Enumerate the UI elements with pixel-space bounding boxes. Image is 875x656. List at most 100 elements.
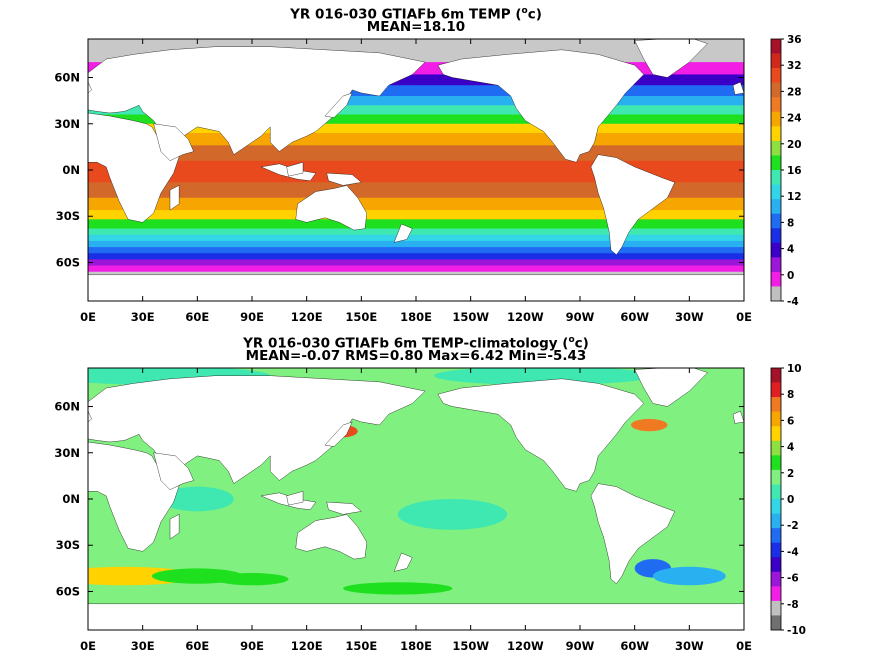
lon-tick-label: 0E <box>736 310 752 324</box>
colorbar-label: 8 <box>787 217 794 229</box>
colorbar-label: 4 <box>787 442 794 454</box>
lon-tick-label: 60E <box>185 310 209 324</box>
panel-1-subtitle: MEAN=18.10 <box>366 19 466 35</box>
colorbar-label: 32 <box>787 60 802 72</box>
colorbar-label: 10 <box>787 363 802 375</box>
lon-tick-label: 90E <box>240 639 264 653</box>
panel-1-title: YR 016-030 GTIAFb 6m TEMP (oc) <box>290 6 542 23</box>
colorbar-swatch <box>771 484 781 500</box>
lat-tick-label: 30S <box>56 209 80 223</box>
lon-tick-label: 0E <box>80 310 96 324</box>
colorbar-swatch <box>771 411 781 427</box>
colorbar-swatch <box>771 228 781 244</box>
colorbar-swatch <box>771 440 781 456</box>
colorbar-swatch <box>771 286 781 302</box>
colorbar-swatch <box>771 542 781 558</box>
lon-tick-label: 90W <box>566 310 595 324</box>
lon-tick-label: 30E <box>131 310 155 324</box>
colorbar-swatch <box>771 528 781 543</box>
colorbar-label: -2 <box>787 520 799 532</box>
map-panel-1: 60N 30N 0N 30S 60S 0E 30E 60E 90E 120E 150E 180E 150… <box>54 38 752 324</box>
colorbar-swatch <box>771 257 781 273</box>
lat-tick-label: 60N <box>54 400 80 414</box>
lat-tick-label: 60S <box>56 255 80 269</box>
lat-tick-label: 0N <box>62 163 80 177</box>
colorbar-swatch <box>771 600 781 616</box>
lon-tick-label: 0E <box>80 639 96 653</box>
colorbar-swatch <box>771 155 781 171</box>
colorbar-swatch <box>771 571 781 587</box>
colorbar-label: -8 <box>787 599 799 611</box>
colorbar-label: 16 <box>787 165 802 177</box>
colorbar-swatch <box>771 426 781 442</box>
colorbar-swatch <box>771 199 781 214</box>
colorbar-label: 28 <box>787 86 802 98</box>
colorbar-swatch <box>771 469 781 485</box>
colorbar-swatch <box>771 170 781 185</box>
lon-tick-label: 30W <box>675 639 704 653</box>
lon-tick-label: 90E <box>240 310 264 324</box>
colorbar-label: 0 <box>787 494 794 506</box>
colorbar-swatch <box>771 68 781 83</box>
colorbar-swatch <box>771 126 781 142</box>
lat-tick-label: 0N <box>62 492 80 506</box>
colorbar-swatch <box>771 242 781 258</box>
lon-tick-label: 120E <box>291 639 323 653</box>
colorbar-swatch <box>771 184 781 200</box>
colorbar-swatch <box>771 382 781 398</box>
lon-tick-label: 150W <box>452 310 489 324</box>
lon-tick-label: 60W <box>620 310 649 324</box>
lon-tick-label: 120W <box>507 639 544 653</box>
lon-tick-label: 60E <box>185 639 209 653</box>
colorbar-swatch <box>771 97 781 113</box>
colorbar-label: 20 <box>787 139 802 151</box>
lon-tick-label: 150E <box>345 310 377 324</box>
colorbar-swatch <box>771 213 781 229</box>
colorbar-swatch <box>771 82 781 98</box>
lat-tick-label: 60N <box>54 71 80 85</box>
panel-2-subtitle: MEAN=-0.07 RMS=0.80 Max=6.42 Min=-5.43 <box>245 348 587 364</box>
lat-tick-label: 30N <box>54 117 80 131</box>
colorbar-swatch <box>771 53 781 69</box>
colorbar-label: 36 <box>787 34 802 46</box>
colorbar-swatch <box>771 499 781 514</box>
colorbar-swatch <box>771 586 781 602</box>
lon-tick-label: 180E <box>400 639 432 653</box>
colorbar-swatch <box>771 111 781 127</box>
colorbar-label: 4 <box>787 244 794 256</box>
lon-tick-label: 90W <box>566 639 595 653</box>
colorbar-1: 36 32 28 24 20 16 12 8 4 0 -4 <box>770 34 802 308</box>
lon-tick-label: 60W <box>620 639 649 653</box>
lon-tick-label: 150W <box>452 639 489 653</box>
colorbar-label: 6 <box>787 415 794 427</box>
colorbar-label: -4 <box>787 546 799 558</box>
lon-tick-label: 30E <box>131 639 155 653</box>
lon-tick-label: 120E <box>291 310 323 324</box>
lat-tick-label: 60S <box>56 584 80 598</box>
lon-tick-label: 30W <box>675 310 704 324</box>
colorbar-swatch <box>771 557 781 573</box>
colorbar-swatch <box>771 140 781 156</box>
colorbar-label: 8 <box>787 389 794 401</box>
colorbar-swatch <box>771 455 781 471</box>
colorbar-swatch <box>771 513 781 529</box>
colorbar-label: -6 <box>787 573 799 585</box>
colorbar-swatch <box>771 397 781 412</box>
map-panel-2: 60N 30N 0N 30S 60S 0E 30E 60E 90E 120E 150E 180E 150… <box>54 367 752 653</box>
lat-tick-label: 30S <box>56 538 80 552</box>
colorbar-label: -4 <box>787 296 799 308</box>
lon-tick-label: 150E <box>345 639 377 653</box>
colorbar-label: 24 <box>787 113 802 125</box>
panel-2-title: YR 016-030 GTIAFb 6m TEMP-climatology (o… <box>243 335 589 352</box>
colorbar-swatch <box>771 368 781 383</box>
colorbar-label: 2 <box>787 468 794 480</box>
colorbar-swatch <box>771 39 781 54</box>
lon-tick-label: 120W <box>507 310 544 324</box>
colorbar-swatch <box>771 271 781 287</box>
colorbar-2: 10 8 6 4 2 0 -2 -4 -6 -8 -10 <box>770 363 806 637</box>
lat-tick-label: 30N <box>54 446 80 460</box>
colorbar-label: 12 <box>787 191 802 203</box>
colorbar-swatch <box>771 615 781 631</box>
